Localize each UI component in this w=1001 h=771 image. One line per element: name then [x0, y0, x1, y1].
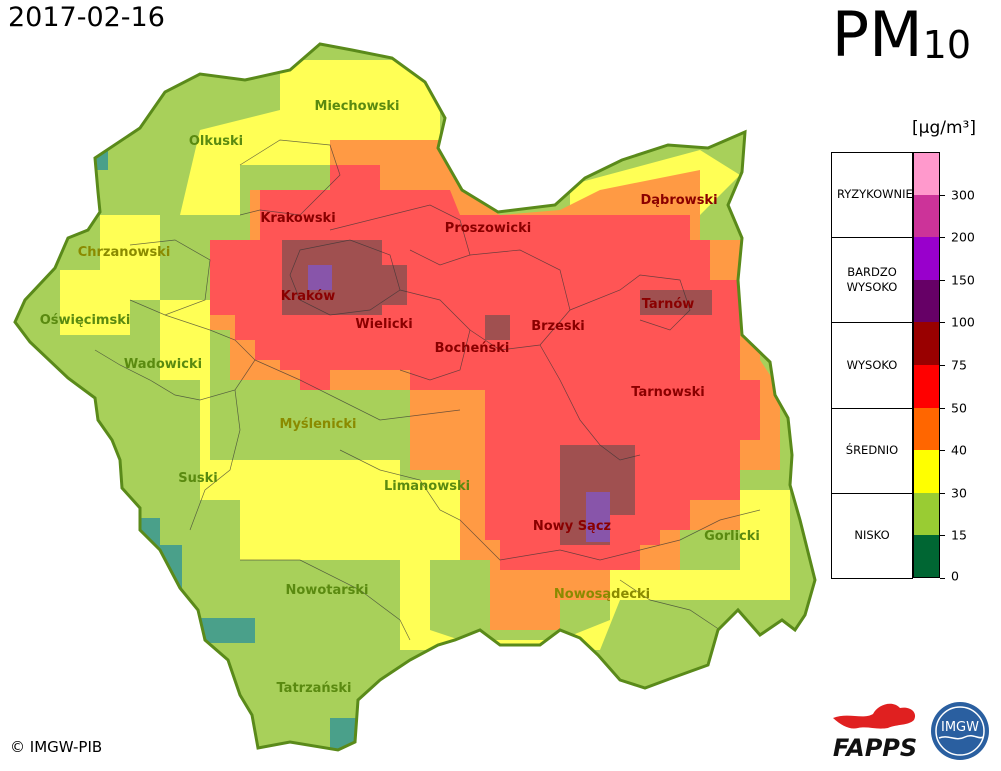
imgw-logo-wave	[938, 734, 984, 740]
legend-category: NISKO	[831, 492, 913, 579]
legend-category-label: WYSOKO	[846, 357, 898, 372]
district-label: Wielicki	[355, 317, 412, 332]
legend-tick-mark	[940, 322, 945, 324]
legend-tick-mark	[940, 237, 945, 239]
legend-tick-label: 0	[951, 568, 959, 584]
district-label: Limanowski	[384, 479, 470, 494]
legend-tick-mark	[940, 194, 945, 196]
district-label: Proszowicki	[445, 221, 531, 236]
district-label: Kraków	[281, 289, 336, 304]
legend-tick-mark	[940, 450, 945, 452]
fapps-logo-text: FAPPS	[833, 734, 917, 760]
legend-tick-label: 100	[951, 314, 975, 330]
district-label: Tarnów	[642, 297, 695, 312]
legend-swatch	[913, 365, 940, 408]
legend-swatch	[913, 492, 940, 536]
legend-tick-mark	[940, 578, 945, 579]
legend-swatch	[913, 194, 940, 238]
legend-swatch	[913, 322, 940, 365]
legend-tick-label: 15	[951, 527, 967, 543]
legend-swatch	[913, 407, 940, 451]
imgw-logo-ring	[935, 706, 985, 756]
district-label: Miechowski	[315, 99, 400, 114]
pm-title-sub: 10	[922, 23, 971, 67]
fapps-logo: FAPPS	[833, 703, 917, 760]
district-label: Nowosądecki	[554, 587, 650, 602]
date-label: 2017-02-16	[8, 2, 165, 33]
imgw-logo-circle	[931, 702, 989, 760]
pm-title-main: PM	[831, 0, 923, 71]
district-label: Bocheński	[435, 341, 510, 356]
legend-category: RYZYKOWNIE	[831, 152, 913, 239]
legend-tick-label: 150	[951, 272, 975, 288]
legend-tick-label: 30	[951, 485, 967, 501]
district-label: Nowy Sącz	[533, 519, 611, 534]
district-label: Tatrzański	[276, 681, 351, 696]
pm-title: PM10	[832, 4, 971, 66]
copyright: © IMGW-PIB	[10, 738, 103, 756]
fapps-logo-cloud	[833, 703, 916, 729]
district-label: Brzeski	[531, 319, 585, 334]
legend-category-label: NISKO	[854, 528, 890, 543]
district-label: Gorlicki	[704, 529, 760, 544]
legend-tick-label: 50	[951, 400, 967, 416]
legend-category-label: BARDZO WYSOKO	[846, 264, 898, 295]
legend-category: BARDZO WYSOKO	[831, 237, 913, 324]
district-label: Tarnowski	[631, 385, 704, 400]
legend-tick-mark	[940, 407, 945, 409]
legend-tick-label: 200	[951, 229, 975, 245]
legend-tick-mark	[940, 492, 945, 494]
legend-tick-label: 40	[951, 442, 967, 458]
legend-swatch	[913, 535, 940, 578]
purple-areas	[308, 265, 610, 542]
legend-tick-label: 75	[951, 357, 967, 373]
legend-swatch	[913, 237, 940, 280]
district-label: Olkuski	[189, 134, 243, 149]
legend-category-label: ŚREDNIO	[845, 442, 899, 457]
district-label: Nowotarski	[286, 583, 369, 598]
district-label: Wadowicki	[124, 357, 202, 372]
legend-tick-label: 300	[951, 187, 975, 203]
legend-tick-mark	[940, 365, 945, 366]
district-label: Dąbrowski	[640, 193, 717, 208]
unit-label: [µg/m³]	[912, 118, 976, 138]
legend-tick-mark	[940, 535, 945, 537]
district-labels: Miechowski Olkuski Krakowski Proszowicki Dąb…	[40, 99, 760, 696]
region-border	[13, 42, 817, 752]
legend-category: ŚREDNIO	[831, 407, 913, 494]
legend-swatch	[913, 450, 940, 493]
legend-tick-mark	[940, 279, 945, 281]
legend-category: WYSOKO	[831, 322, 913, 409]
legend-colorbar-frame	[913, 152, 940, 578]
district-borders	[94, 139, 761, 641]
district-label: Oświęcimski	[40, 313, 131, 328]
imgw-logo: IMGW	[931, 702, 989, 760]
district-label: Suski	[178, 471, 217, 486]
legend-swatch	[913, 152, 940, 195]
legend-category-label: RYZYKOWNIE	[837, 187, 913, 202]
district-label: Myślenicki	[280, 417, 357, 432]
district-label: Chrzanowski	[78, 245, 171, 260]
legend-swatch	[913, 279, 940, 323]
imgw-logo-text: IMGW	[941, 720, 979, 735]
district-label: Krakowski	[260, 211, 335, 226]
